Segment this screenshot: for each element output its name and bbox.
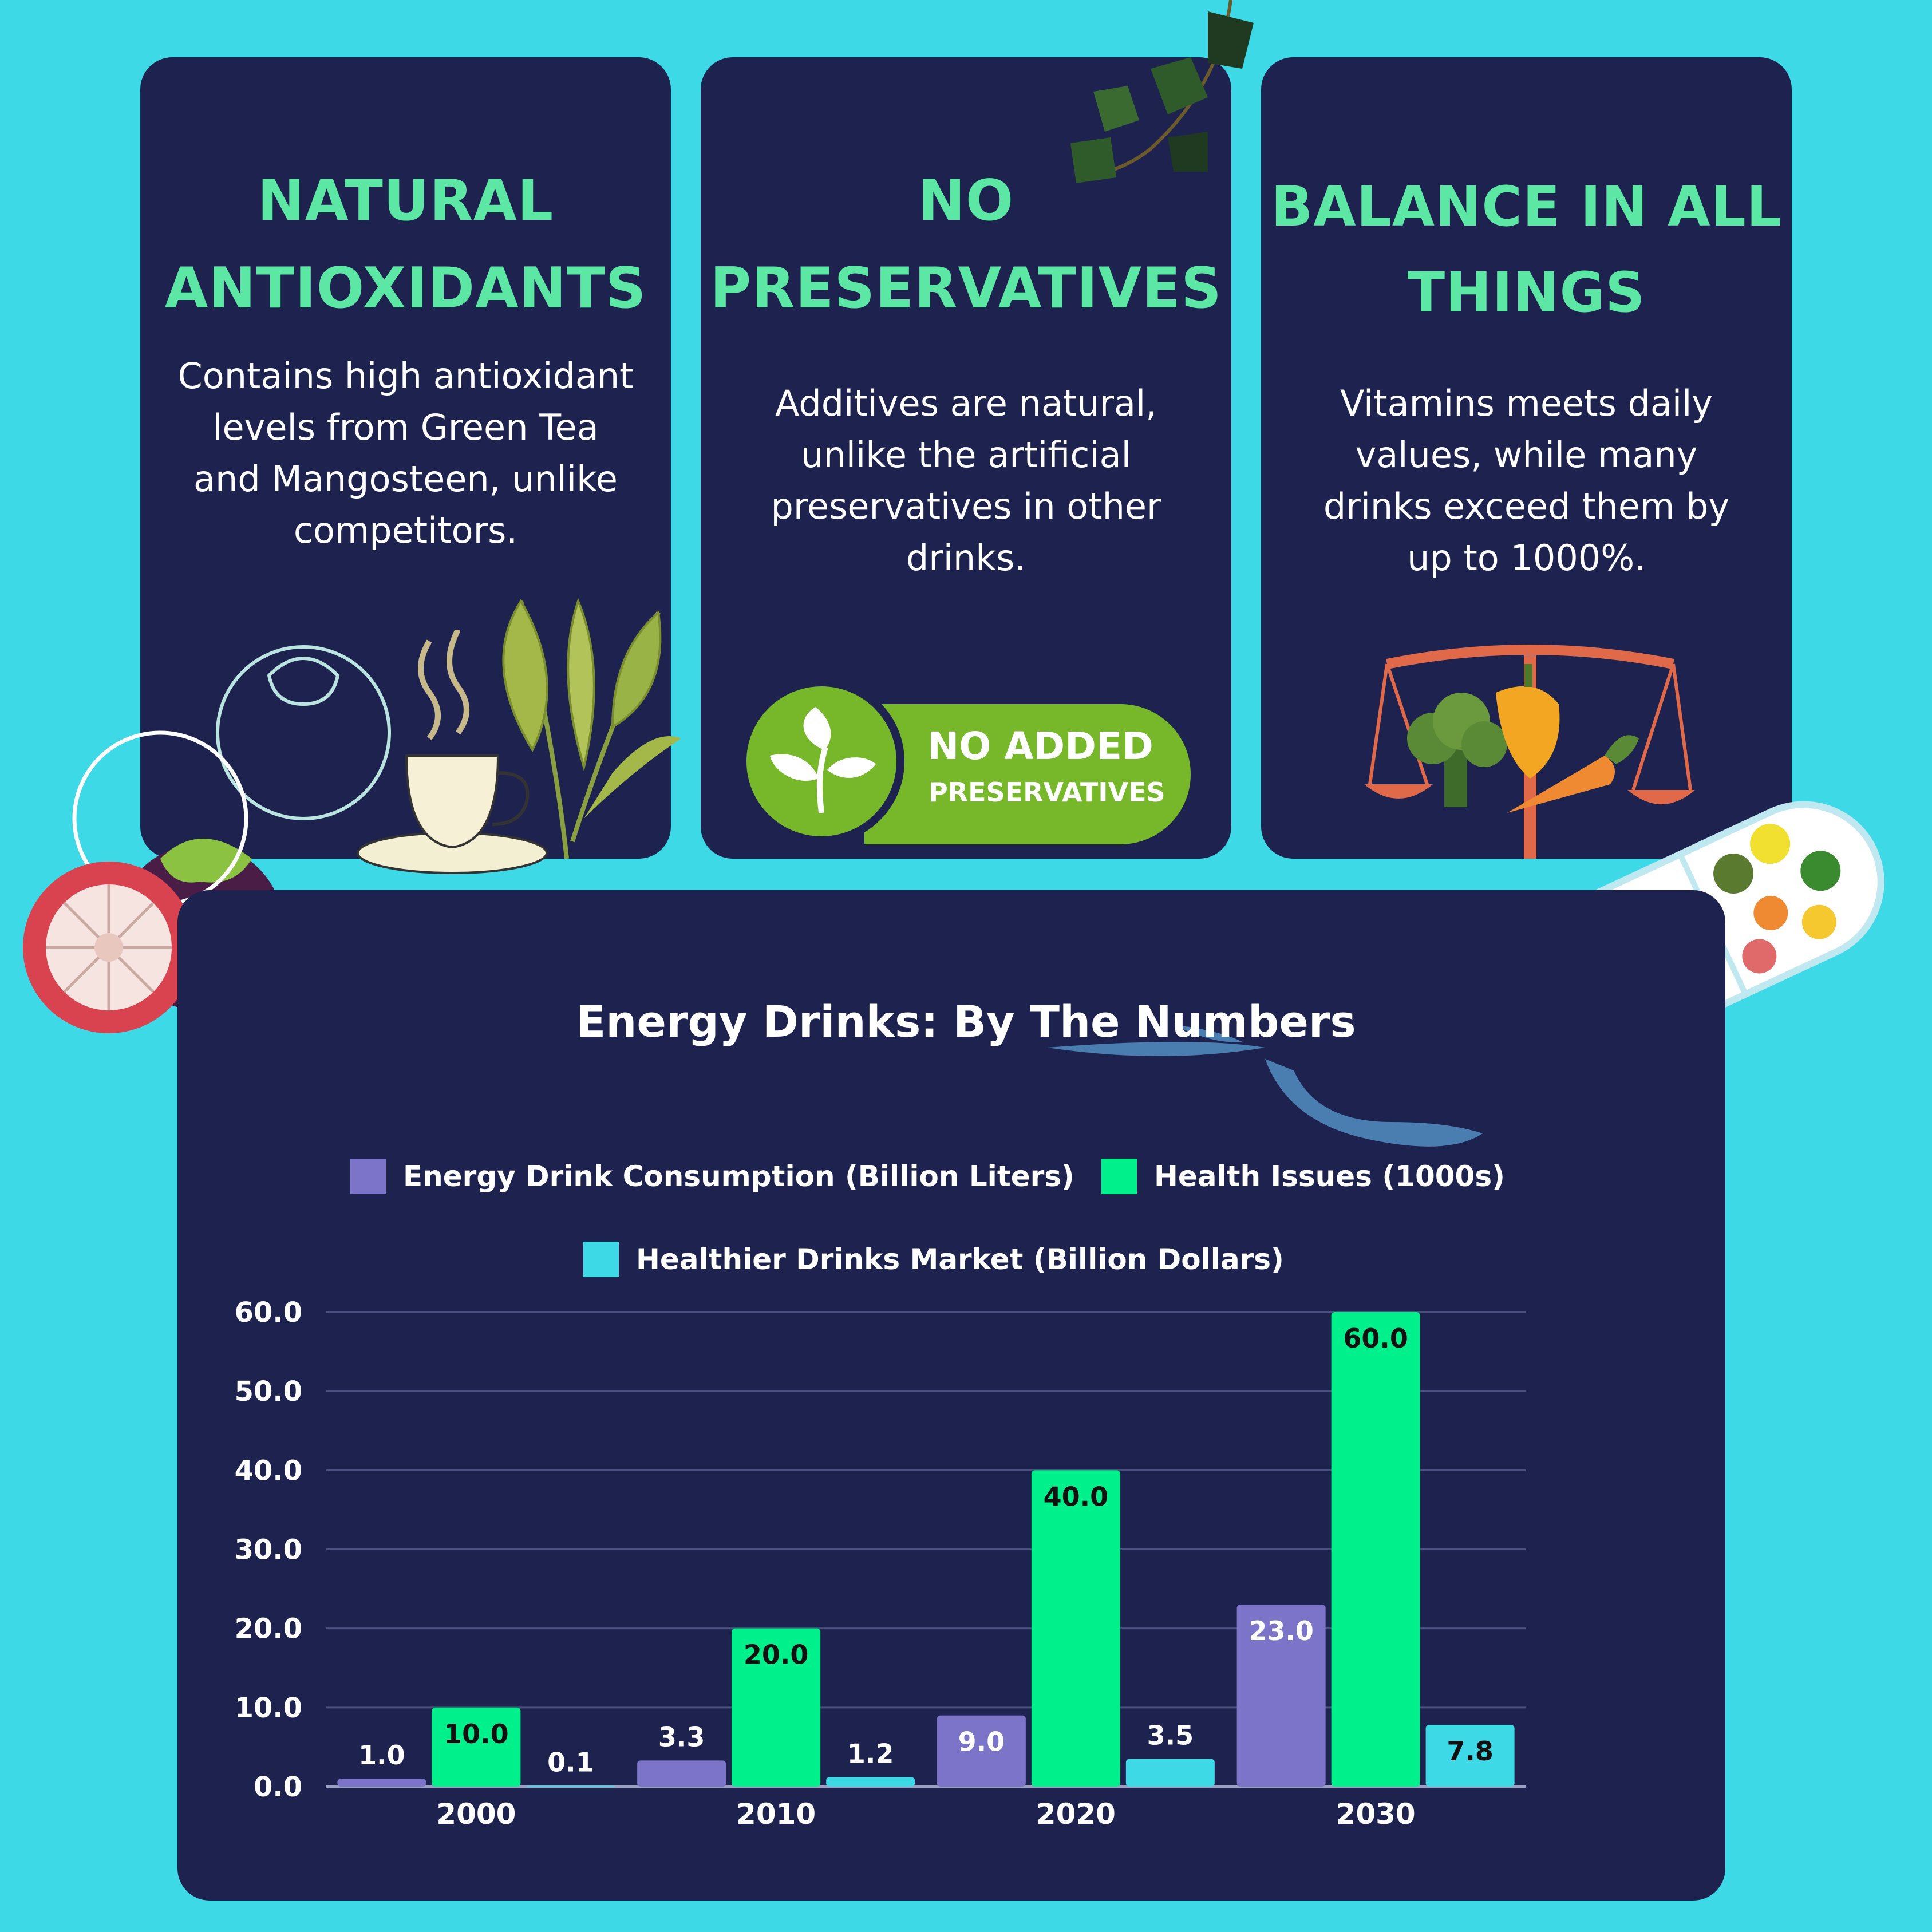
y-tick-label: 60.0 [235, 1297, 302, 1329]
card-no-preservatives: NO PRESERVATIVES Additives are natural, … [701, 57, 1231, 859]
y-tick-label: 10.0 [235, 1692, 302, 1724]
legend-swatch [350, 1159, 386, 1194]
bar-value-label: 3.5 [1147, 1720, 1194, 1751]
card-title-line1: NO [918, 168, 1014, 234]
carrot-icon [1507, 735, 1639, 813]
bar-value-label: 20.0 [744, 1639, 809, 1670]
bar-value-label: 1.0 [358, 1740, 405, 1771]
card-description: Vitamins meets daily values, while many … [1323, 382, 1730, 579]
card-title-line1: BALANCE IN ALL [1271, 175, 1782, 239]
card-title-line1: NATURAL [257, 168, 554, 234]
x-tick-label: 2030 [1336, 1797, 1416, 1831]
legend-swatch [1101, 1159, 1137, 1194]
card-title-line2: ANTIOXIDANTS [164, 256, 647, 321]
splash-icon [1048, 1025, 1483, 1147]
y-tick-label: 50.0 [235, 1376, 302, 1408]
no-added-preservatives-badge: NO ADDED PRESERVATIVES [738, 678, 1196, 844]
x-tick-label: 2020 [1036, 1797, 1116, 1831]
card-description: Contains high antioxidant levels from Gr… [177, 355, 634, 551]
leaf-icon [770, 707, 876, 813]
bar [1425, 1725, 1515, 1787]
bar [826, 1777, 915, 1787]
card-title-line2: THINGS [1407, 260, 1646, 325]
bar [937, 1715, 1026, 1787]
card-title-line2: PRESERVATIVES [710, 256, 1222, 321]
legend-item-consumption: Energy Drink Consumption (Billion Liters… [350, 1159, 1074, 1194]
bar-value-label: 10.0 [444, 1718, 509, 1749]
bar [732, 1628, 821, 1787]
bar-value-label: 40.0 [1044, 1481, 1109, 1512]
legend-label: Healthier Drinks Market (Billion Dollars… [636, 1243, 1284, 1276]
bar-value-label: 9.0 [958, 1726, 1005, 1757]
bar [637, 1760, 726, 1787]
x-tick-label: 2010 [736, 1797, 816, 1831]
tea-leaves-icon [502, 598, 681, 859]
broccoli-icon [1407, 693, 1507, 807]
bar [526, 1785, 615, 1787]
y-tick-label: 0.0 [254, 1771, 302, 1803]
bar-value-label: 23.0 [1249, 1615, 1314, 1646]
balance-scale-icon [1364, 645, 1695, 859]
tea-cup-icon [357, 630, 548, 874]
y-tick-label: 40.0 [235, 1455, 302, 1487]
bar-value-label: 0.1 [547, 1747, 594, 1778]
legend-item-health: Health Issues (1000s) [1101, 1159, 1505, 1194]
bar [1031, 1470, 1120, 1787]
legend-label: Energy Drink Consumption (Billion Liters… [403, 1160, 1074, 1193]
bar-value-label: 7.8 [1447, 1736, 1494, 1767]
chart-title: Energy Drinks: By The Numbers [576, 996, 1356, 1047]
bar-value-label: 60.0 [1343, 1323, 1408, 1354]
legend-swatch [583, 1242, 619, 1277]
bar [337, 1779, 426, 1787]
pepper-icon [1496, 664, 1560, 779]
bar-value-label: 1.2 [847, 1738, 894, 1769]
x-tick-label: 2000 [436, 1797, 516, 1831]
bar-value-label: 3.3 [658, 1721, 705, 1752]
legend-label: Health Issues (1000s) [1154, 1160, 1505, 1193]
card-description: Additives are natural, unlike the artifi… [771, 382, 1161, 579]
card-natural-antioxidants: NATURAL ANTIOXIDANTS Contains high antio… [140, 57, 671, 859]
ivy-icon [1070, 0, 1254, 183]
badge-line1: NO ADDED [927, 724, 1153, 768]
bar [432, 1707, 521, 1787]
badge-line2: PRESERVATIVES [929, 777, 1165, 808]
y-tick-label: 30.0 [235, 1534, 302, 1566]
legend-item-market: Healthier Drinks Market (Billion Dollars… [583, 1242, 1284, 1277]
bar [1236, 1605, 1326, 1787]
y-tick-label: 20.0 [235, 1613, 302, 1645]
bar [1125, 1759, 1215, 1787]
card-balance: BALANCE IN ALL THINGS Vitamins meets dai… [1261, 57, 1792, 859]
bar [1331, 1312, 1420, 1787]
